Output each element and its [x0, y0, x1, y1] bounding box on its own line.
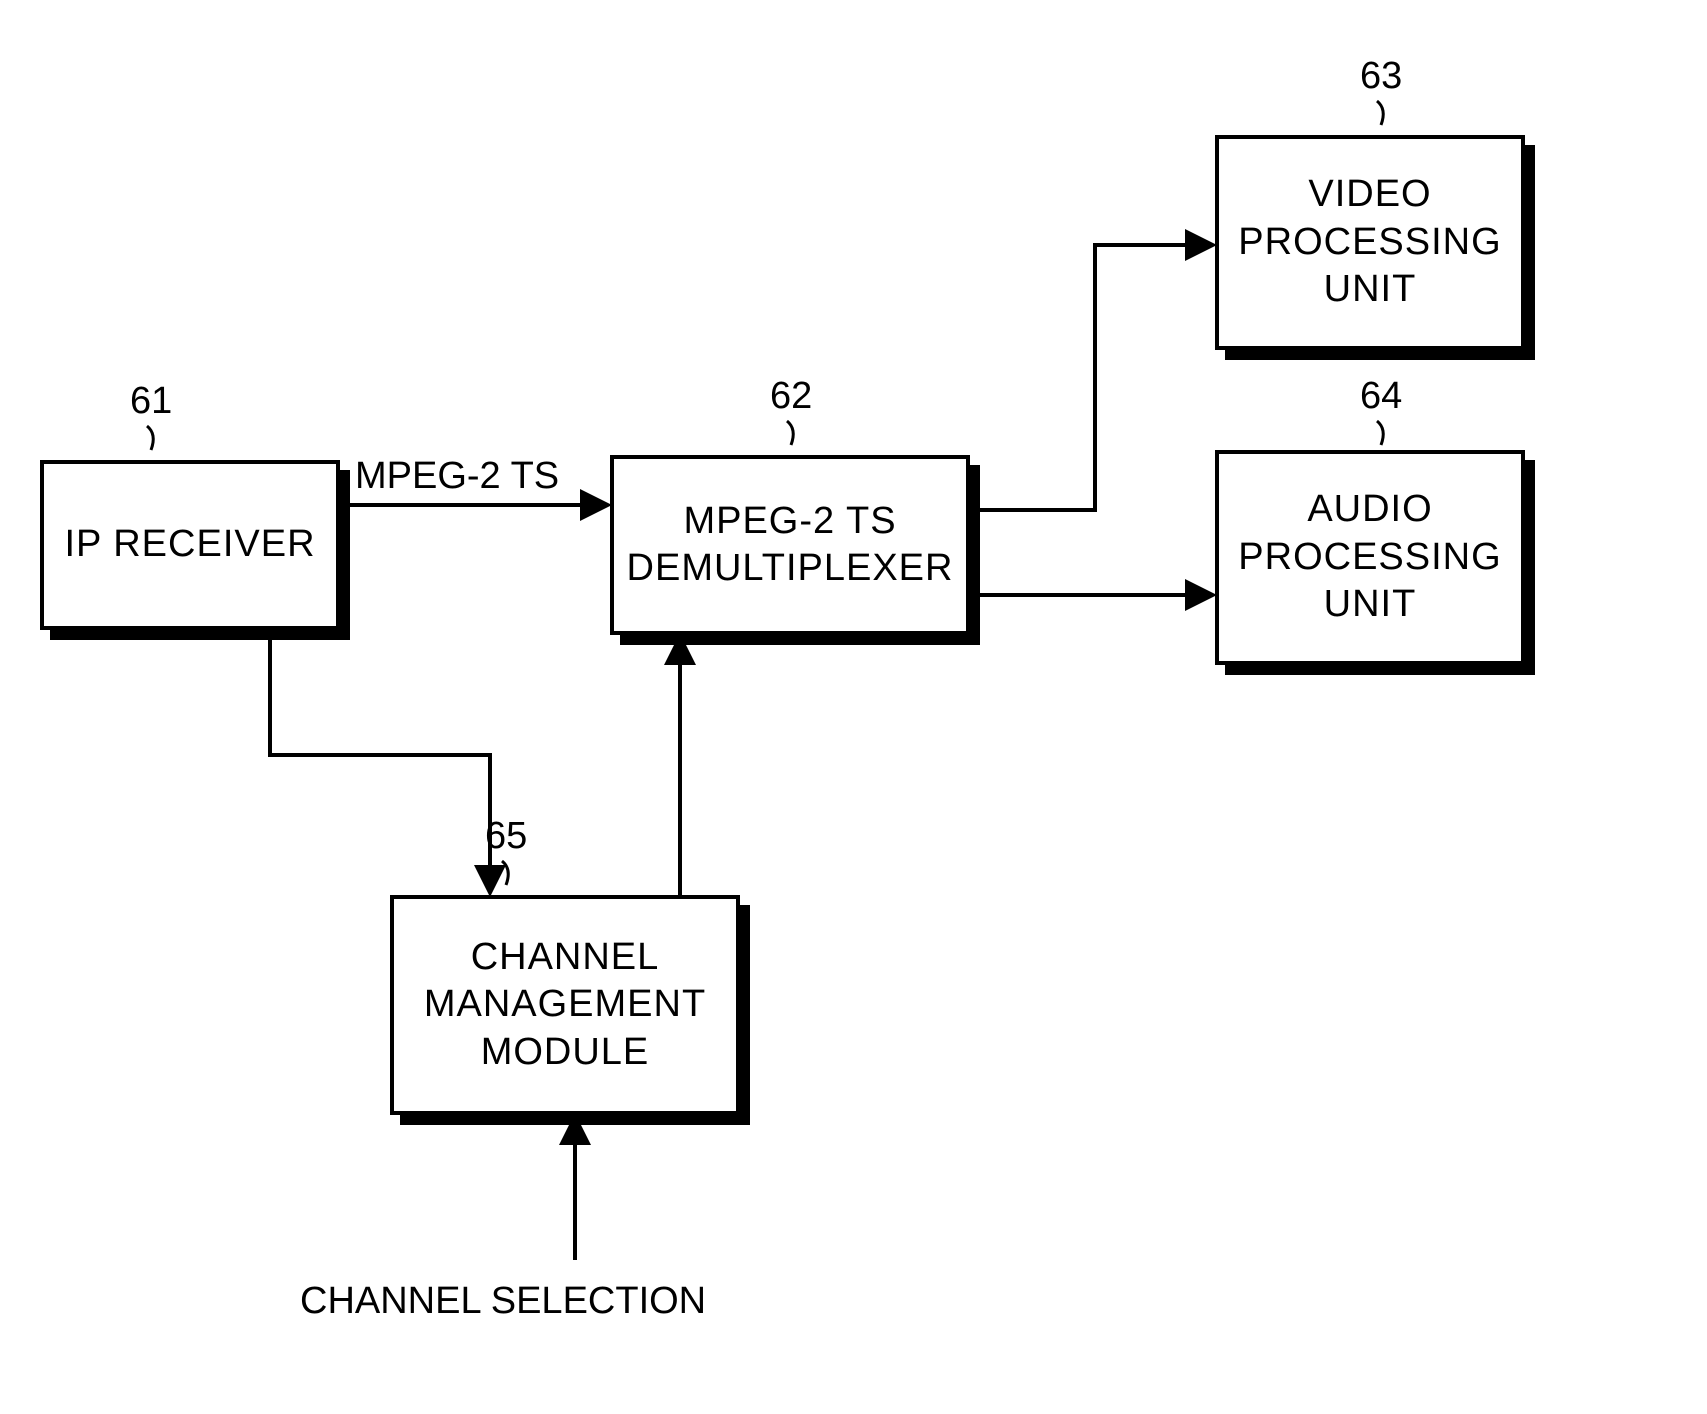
block-ip-receiver: IP RECEIVER [40, 460, 340, 630]
block-label: AUDIOPROCESSINGUNIT [1238, 486, 1501, 629]
edge-label-channel-selection: CHANNEL SELECTION [300, 1280, 706, 1323]
ref-label-65: 65 [485, 815, 527, 858]
ref-text: 65 [485, 815, 527, 857]
ref-label-62: 62 [770, 375, 812, 418]
block-label: VIDEOPROCESSINGUNIT [1238, 171, 1501, 314]
edge-label-text: MPEG-2 TS [355, 455, 559, 497]
ref-label-61: 61 [130, 380, 172, 423]
ref-tick-icon [145, 424, 165, 454]
ref-label-64: 64 [1360, 375, 1402, 418]
block-video-proc: VIDEOPROCESSINGUNIT [1215, 135, 1525, 350]
ref-tick-icon [1375, 99, 1395, 129]
edge-label-mpeg2ts: MPEG-2 TS [355, 455, 559, 498]
block-channel-mgmt: CHANNELMANAGEMENTMODULE [390, 895, 740, 1115]
block-audio-proc: AUDIOPROCESSINGUNIT [1215, 450, 1525, 665]
block-label: IP RECEIVER [64, 521, 315, 569]
ref-text: 61 [130, 380, 172, 422]
ref-tick-icon [785, 419, 805, 449]
block-label: CHANNELMANAGEMENTMODULE [424, 934, 706, 1077]
block-label: MPEG-2 TSDEMULTIPLEXER [627, 498, 954, 593]
ref-text: 64 [1360, 375, 1402, 417]
ref-text: 63 [1360, 55, 1402, 97]
ref-tick-icon [1375, 419, 1395, 449]
ref-label-63: 63 [1360, 55, 1402, 98]
diagram-canvas: IP RECEIVER MPEG-2 TSDEMULTIPLEXER VIDEO… [0, 0, 1707, 1414]
ref-text: 62 [770, 375, 812, 417]
block-demux: MPEG-2 TSDEMULTIPLEXER [610, 455, 970, 635]
edge-label-text: CHANNEL SELECTION [300, 1280, 706, 1322]
ref-tick-icon [500, 859, 520, 889]
